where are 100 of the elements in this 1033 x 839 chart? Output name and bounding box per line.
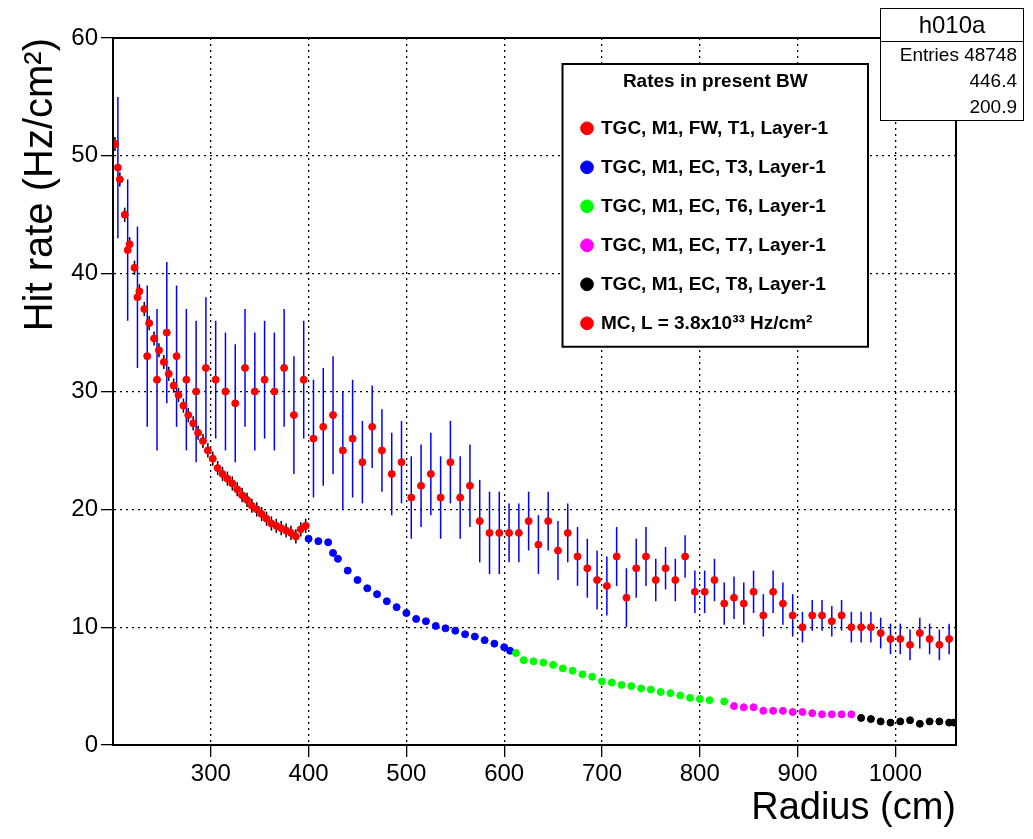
text: 200.9 — [968, 95, 1018, 119]
point — [314, 537, 323, 546]
point — [247, 501, 256, 510]
point — [857, 713, 866, 722]
point — [120, 210, 129, 219]
point — [242, 495, 251, 504]
point — [470, 632, 479, 641]
y-tick-label: 0 — [84, 729, 98, 757]
point — [233, 485, 242, 494]
point — [759, 706, 768, 715]
point — [597, 677, 606, 686]
text: 446.4 — [968, 69, 1018, 93]
point — [184, 411, 193, 420]
y-tick-label: 10 — [71, 611, 98, 639]
point — [223, 474, 232, 483]
point — [382, 597, 391, 606]
point — [906, 716, 915, 725]
point — [333, 554, 342, 563]
point — [568, 666, 577, 675]
point — [720, 697, 729, 706]
y-tick-label: 40 — [71, 258, 98, 286]
point — [769, 706, 778, 715]
point — [578, 670, 587, 679]
point — [876, 717, 885, 726]
point — [588, 672, 597, 681]
point — [159, 358, 168, 367]
point — [451, 626, 460, 635]
point — [304, 534, 313, 543]
point — [549, 660, 558, 669]
point — [363, 584, 372, 593]
point — [461, 630, 470, 639]
point — [558, 664, 567, 673]
point — [421, 617, 430, 626]
point — [490, 639, 499, 648]
point — [827, 710, 836, 719]
point — [778, 706, 787, 715]
point — [238, 491, 247, 500]
point — [412, 614, 421, 623]
point — [392, 603, 401, 612]
point — [666, 689, 675, 698]
point — [695, 695, 704, 704]
point — [373, 590, 382, 599]
point — [174, 391, 183, 400]
x-tick-label: 300 — [190, 759, 231, 787]
point — [529, 657, 538, 666]
point — [837, 710, 846, 719]
y-tick-label: 20 — [71, 493, 98, 521]
legend-label: TGC, M1, FW, T1, Layer-1 — [601, 116, 829, 138]
y-tick-label: 50 — [71, 140, 98, 168]
point — [818, 710, 827, 719]
x-tick-label: 1000 — [868, 759, 923, 787]
point — [154, 346, 163, 355]
point — [343, 566, 352, 575]
point — [115, 175, 124, 184]
point — [291, 532, 300, 541]
point — [519, 656, 528, 665]
point — [140, 305, 149, 314]
point — [228, 479, 237, 488]
point — [324, 538, 333, 547]
point — [749, 703, 758, 712]
point — [189, 419, 198, 428]
x-tick-label: 600 — [484, 759, 525, 787]
point — [194, 428, 203, 437]
point — [431, 621, 440, 630]
point — [739, 703, 748, 712]
point — [257, 510, 266, 519]
point — [130, 263, 139, 272]
y-tick-label: 30 — [71, 376, 98, 404]
point — [935, 717, 944, 726]
point — [730, 702, 738, 711]
point — [511, 649, 520, 658]
point — [686, 693, 694, 702]
point — [500, 643, 509, 652]
y-tick-label: 60 — [71, 22, 98, 50]
point — [286, 528, 295, 537]
point — [798, 708, 807, 717]
point — [329, 548, 338, 557]
point — [218, 469, 227, 478]
point — [656, 687, 665, 696]
point — [646, 685, 655, 694]
point — [353, 576, 362, 585]
point — [886, 718, 895, 727]
annotation: Entries 48748 — [898, 43, 1018, 67]
point — [441, 624, 450, 633]
point — [627, 682, 636, 691]
legend-label: MC, L = 3.8x10³³ Hz/cm² — [601, 311, 813, 333]
y-axis-title: Hit rate (Hz/cm²) — [16, 38, 61, 332]
point — [262, 514, 271, 523]
x-tick-label: 800 — [679, 759, 720, 787]
point — [164, 369, 173, 378]
x-tick-label: 400 — [288, 759, 329, 787]
point — [179, 401, 188, 410]
x-axis-title: Radius (cm) — [751, 784, 956, 827]
point — [539, 658, 548, 667]
point — [788, 708, 797, 717]
point — [296, 525, 305, 534]
point — [637, 684, 646, 693]
legend-label: TGC, M1, EC, T8, Layer-1 — [601, 272, 827, 294]
point — [150, 334, 159, 343]
annotation: h010a — [881, 9, 1023, 42]
